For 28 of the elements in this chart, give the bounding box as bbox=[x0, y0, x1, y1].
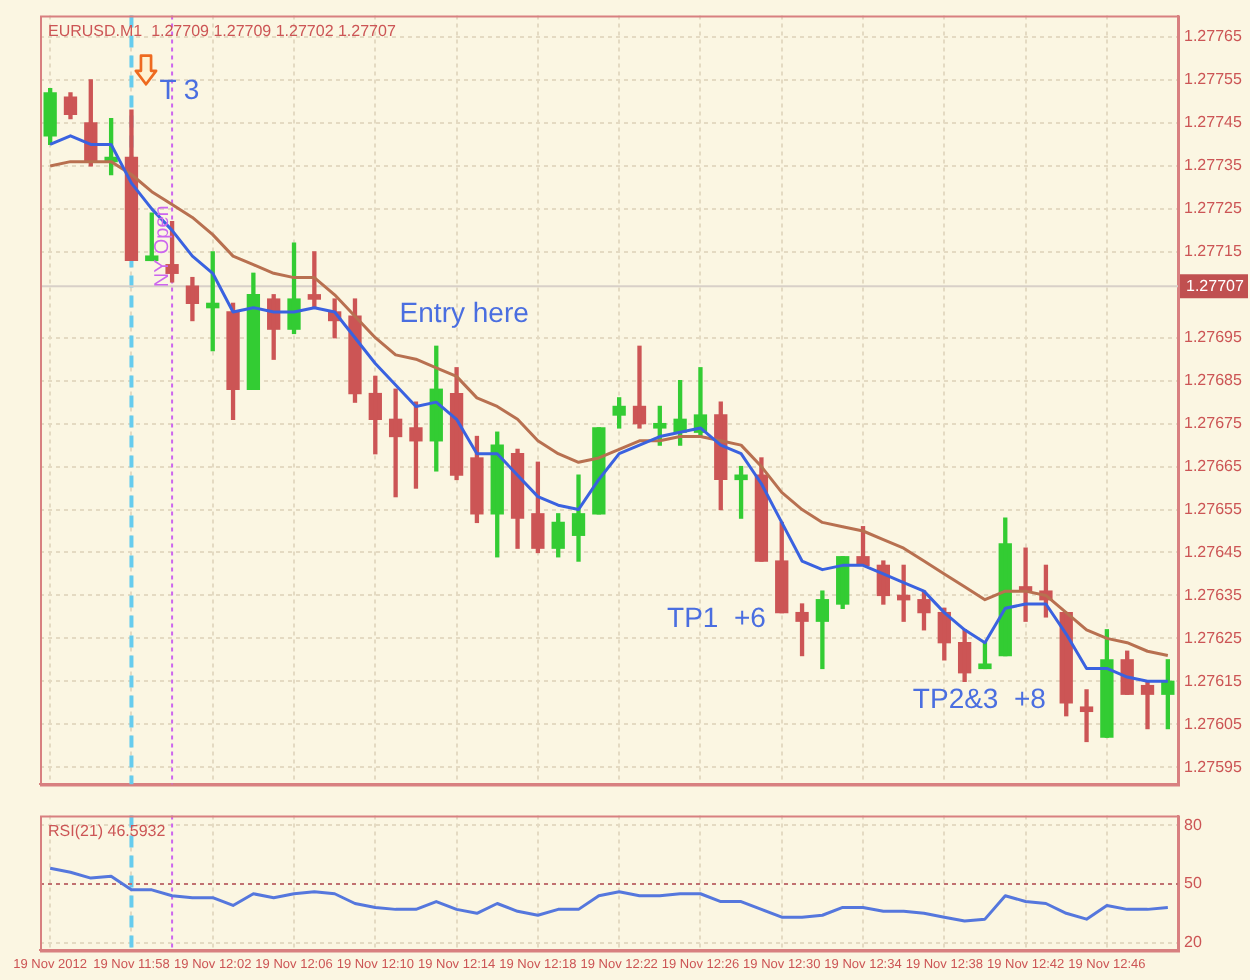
ref-line-label: 1.27707 bbox=[1186, 276, 1245, 295]
annotation: TP2&3 +8 bbox=[912, 682, 1047, 715]
y-tick-label: 1.27725 bbox=[1184, 199, 1243, 218]
y-tick-label: 1.27655 bbox=[1184, 499, 1243, 518]
y-tick-label: 1.27735 bbox=[1184, 156, 1243, 175]
y-tick-label: 1.27755 bbox=[1184, 70, 1243, 89]
y-tick-label: 1.27695 bbox=[1184, 328, 1243, 347]
y-tick-label: 1.27765 bbox=[1184, 27, 1243, 46]
y-tick-label: 1.27685 bbox=[1184, 371, 1243, 390]
y-tick-label: 1.27665 bbox=[1184, 456, 1243, 475]
y-tick-label: 50 bbox=[1184, 874, 1203, 893]
chart-title: EURUSD.M1 1.27709 1.27709 1.27702 1.27707 bbox=[48, 22, 397, 41]
y-tick-label: 1.27595 bbox=[1184, 757, 1243, 776]
y-tick-label: 1.27675 bbox=[1184, 414, 1243, 433]
y-tick-label: 1.27605 bbox=[1184, 714, 1243, 733]
annotation: T 3 bbox=[159, 72, 200, 105]
annotation: Entry here bbox=[399, 296, 530, 329]
annotation: NY Open bbox=[151, 205, 174, 288]
y-tick-label: 1.27745 bbox=[1184, 113, 1243, 132]
y-tick-label: 1.27615 bbox=[1184, 671, 1243, 690]
annotation: TP1 +6 bbox=[667, 600, 767, 633]
y-tick-label: 80 bbox=[1184, 815, 1203, 834]
y-tick-label: 1.27625 bbox=[1184, 628, 1243, 647]
y-tick-label: 1.27635 bbox=[1184, 585, 1243, 604]
y-tick-label: 1.27715 bbox=[1184, 242, 1243, 261]
y-tick-label: 20 bbox=[1184, 932, 1203, 951]
chart-title: RSI(21) 46.5932 bbox=[48, 822, 167, 841]
y-tick-label: 1.27645 bbox=[1184, 542, 1243, 561]
